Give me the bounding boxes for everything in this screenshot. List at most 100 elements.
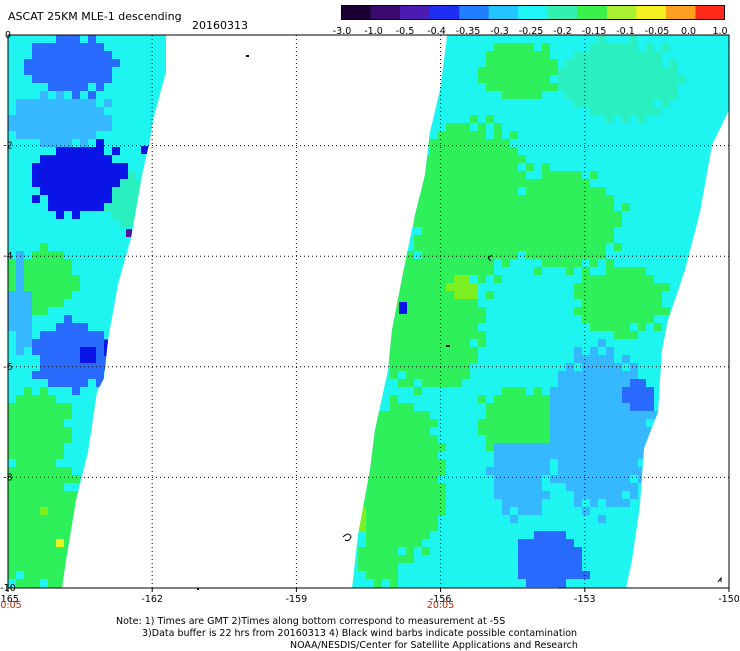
wind-cell — [534, 547, 542, 555]
wind-cell — [56, 475, 64, 483]
wind-cell — [582, 571, 590, 579]
wind-cell — [638, 387, 646, 395]
wind-cell — [382, 555, 390, 563]
wind-cell — [152, 187, 160, 195]
wind-cell — [526, 459, 534, 467]
wind-cell — [542, 427, 550, 435]
wind-cell — [422, 315, 430, 323]
wind-cell — [374, 283, 382, 291]
wind-cell — [502, 227, 510, 235]
wind-cell — [582, 235, 590, 243]
wind-cell — [366, 491, 374, 499]
wind-cell — [48, 259, 56, 267]
wind-cell — [48, 371, 56, 379]
wind-cell — [398, 435, 406, 443]
wind-cell — [558, 67, 566, 75]
wind-cell — [72, 43, 80, 51]
wind-cell — [606, 475, 614, 483]
wind-cell — [366, 451, 374, 459]
wind-cell — [390, 275, 398, 283]
wind-cell — [40, 531, 48, 539]
wind-cell — [406, 363, 414, 371]
note-line-3: NOAA/NESDIS/Center for Satellite Applica… — [290, 640, 578, 651]
wind-cell — [446, 355, 454, 363]
wind-cell — [32, 267, 40, 275]
wind-cell — [104, 355, 112, 363]
wind-cell — [16, 427, 24, 435]
wind-cell — [454, 291, 462, 299]
wind-cell — [438, 299, 446, 307]
wind-cell — [16, 411, 24, 419]
wind-cell — [430, 347, 438, 355]
wind-cell — [582, 67, 590, 75]
wind-cell — [566, 59, 574, 67]
wind-cell — [398, 403, 406, 411]
wind-cell — [582, 243, 590, 251]
x-tick-label: -156 — [430, 594, 452, 605]
wind-cell — [486, 171, 494, 179]
wind-cell — [542, 579, 550, 587]
wind-cell — [582, 83, 590, 91]
wind-cell — [390, 531, 398, 539]
wind-cell — [88, 171, 96, 179]
wind-cell — [430, 187, 438, 195]
wind-cell — [64, 491, 72, 499]
wind-cell — [414, 427, 422, 435]
wind-cell — [446, 299, 454, 307]
wind-cell — [430, 291, 438, 299]
wind-cell — [518, 75, 526, 83]
wind-cell — [438, 251, 446, 259]
wind-cell — [558, 411, 566, 419]
wind-cell — [358, 515, 366, 523]
wind-cell — [510, 179, 518, 187]
wind-cell — [80, 123, 88, 131]
wind-cell — [622, 475, 630, 483]
wind-cell — [582, 91, 590, 99]
wind-cell — [72, 75, 80, 83]
wind-cell — [414, 531, 422, 539]
wind-cell — [422, 299, 430, 307]
colorbar-swatch — [459, 5, 490, 20]
wind-cell — [430, 355, 438, 363]
wind-cell — [502, 179, 510, 187]
wind-cell — [72, 355, 80, 363]
wind-cell — [390, 483, 398, 491]
wind-cell — [478, 67, 486, 75]
wind-cell — [622, 91, 630, 99]
wind-cell — [526, 427, 534, 435]
wind-cell — [534, 443, 542, 451]
wind-cell — [638, 435, 646, 443]
wind-cell — [406, 531, 414, 539]
wind-cell — [374, 443, 382, 451]
wind-cell — [550, 531, 558, 539]
wind-cell — [88, 67, 96, 75]
x-tick-label: -150 — [718, 594, 740, 605]
wind-cell — [542, 171, 550, 179]
wind-cell — [56, 555, 64, 563]
wind-cell — [72, 163, 80, 171]
wind-cell — [104, 163, 112, 171]
wind-cell — [558, 435, 566, 443]
wind-cell — [8, 555, 16, 563]
wind-cell — [470, 115, 478, 123]
wind-cell — [478, 171, 486, 179]
wind-cell — [88, 51, 96, 59]
wind-cell — [662, 99, 670, 107]
wind-cell — [518, 51, 526, 59]
wind-cell — [430, 275, 438, 283]
wind-cell — [406, 283, 414, 291]
wind-cell — [136, 211, 144, 219]
wind-cell — [8, 259, 16, 267]
wind-cell — [550, 195, 558, 203]
wind-cell — [494, 243, 502, 251]
wind-cell — [486, 427, 494, 435]
wind-cell — [494, 435, 502, 443]
wind-cell — [550, 411, 558, 419]
wind-cell — [40, 347, 48, 355]
wind-cell — [598, 419, 606, 427]
y-tick-label: -2 — [3, 141, 12, 152]
wind-cell — [470, 131, 478, 139]
wind-cell — [422, 155, 430, 163]
wind-cell — [24, 339, 32, 347]
wind-cell — [574, 251, 582, 259]
